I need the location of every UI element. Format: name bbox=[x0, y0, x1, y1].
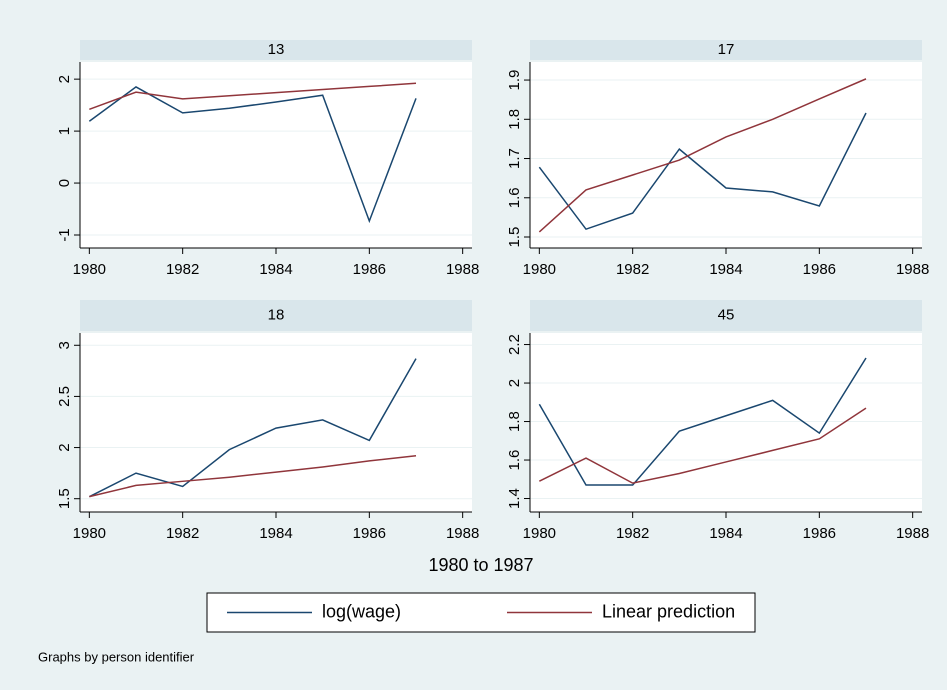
x-tick-label: 1980 bbox=[523, 261, 556, 278]
x-tick-label: 1988 bbox=[896, 261, 929, 278]
legend-label: log(wage) bbox=[322, 601, 401, 621]
x-tick-label: 1982 bbox=[616, 261, 649, 278]
x-tick-label: 1986 bbox=[803, 525, 836, 542]
y-tick-label: 0 bbox=[56, 179, 73, 187]
x-tick-label: 1982 bbox=[616, 525, 649, 542]
y-tick-label: 1.6 bbox=[506, 187, 523, 208]
y-tick-label: 2 bbox=[56, 75, 73, 83]
y-tick-label: 1.6 bbox=[506, 450, 523, 471]
y-tick-label: 1.5 bbox=[56, 488, 73, 509]
plot-area bbox=[530, 62, 922, 248]
panel-title: 17 bbox=[718, 41, 735, 58]
x-tick-label: 1986 bbox=[353, 261, 386, 278]
y-tick-label: 2.2 bbox=[506, 334, 523, 355]
panel-strip bbox=[80, 300, 472, 331]
x-tick-label: 1982 bbox=[166, 525, 199, 542]
x-tick-label: 1988 bbox=[446, 261, 479, 278]
y-tick-label: 3 bbox=[56, 341, 73, 349]
series-line bbox=[88, 358, 417, 498]
y-tick-label: 1.7 bbox=[506, 148, 523, 169]
y-tick-label: -1 bbox=[56, 228, 73, 241]
y-tick-label: 1.5 bbox=[506, 227, 523, 248]
x-tick-label: 1980 bbox=[73, 261, 106, 278]
x-tick-label: 1984 bbox=[709, 261, 742, 278]
y-tick-label: 1 bbox=[56, 127, 73, 135]
panel-strip bbox=[530, 40, 922, 60]
x-tick-label: 1984 bbox=[709, 525, 742, 542]
note: Graphs by person identifier bbox=[38, 649, 195, 664]
x-tick-label: 1988 bbox=[896, 525, 929, 542]
y-tick-label: 1.8 bbox=[506, 411, 523, 432]
panel-strip bbox=[80, 40, 472, 60]
panel-title: 18 bbox=[268, 306, 285, 323]
x-tick-label: 1980 bbox=[523, 525, 556, 542]
series-line bbox=[88, 86, 417, 224]
legend-label: Linear prediction bbox=[602, 601, 735, 621]
y-tick-label: 2.5 bbox=[56, 386, 73, 407]
series-line bbox=[539, 407, 867, 484]
panel-strip bbox=[530, 300, 922, 331]
series-line bbox=[89, 454, 417, 498]
y-tick-label: 2 bbox=[56, 443, 73, 451]
x-tick-label: 1982 bbox=[166, 261, 199, 278]
y-tick-label: 1.8 bbox=[506, 109, 523, 130]
x-tick-label: 1984 bbox=[259, 525, 292, 542]
x-tick-label: 1986 bbox=[803, 261, 836, 278]
panel-title: 13 bbox=[268, 41, 285, 58]
y-tick-label: 1.9 bbox=[506, 70, 523, 91]
panel-title: 45 bbox=[718, 306, 735, 323]
x-tick-label: 1988 bbox=[446, 525, 479, 542]
plot-area bbox=[80, 62, 472, 248]
x-tick-label: 1986 bbox=[353, 525, 386, 542]
x-tick-label: 1984 bbox=[259, 261, 292, 278]
series-line bbox=[538, 357, 867, 486]
x-tick-label: 1980 bbox=[73, 525, 106, 542]
y-tick-label: 2 bbox=[506, 379, 523, 387]
series-line bbox=[89, 82, 417, 110]
plot-area bbox=[80, 333, 472, 512]
y-tick-label: 1.4 bbox=[506, 488, 523, 509]
series-line bbox=[538, 112, 867, 231]
x-axis-label: 1980 to 1987 bbox=[428, 555, 533, 575]
plot-area bbox=[530, 333, 922, 512]
series-line bbox=[538, 78, 867, 233]
